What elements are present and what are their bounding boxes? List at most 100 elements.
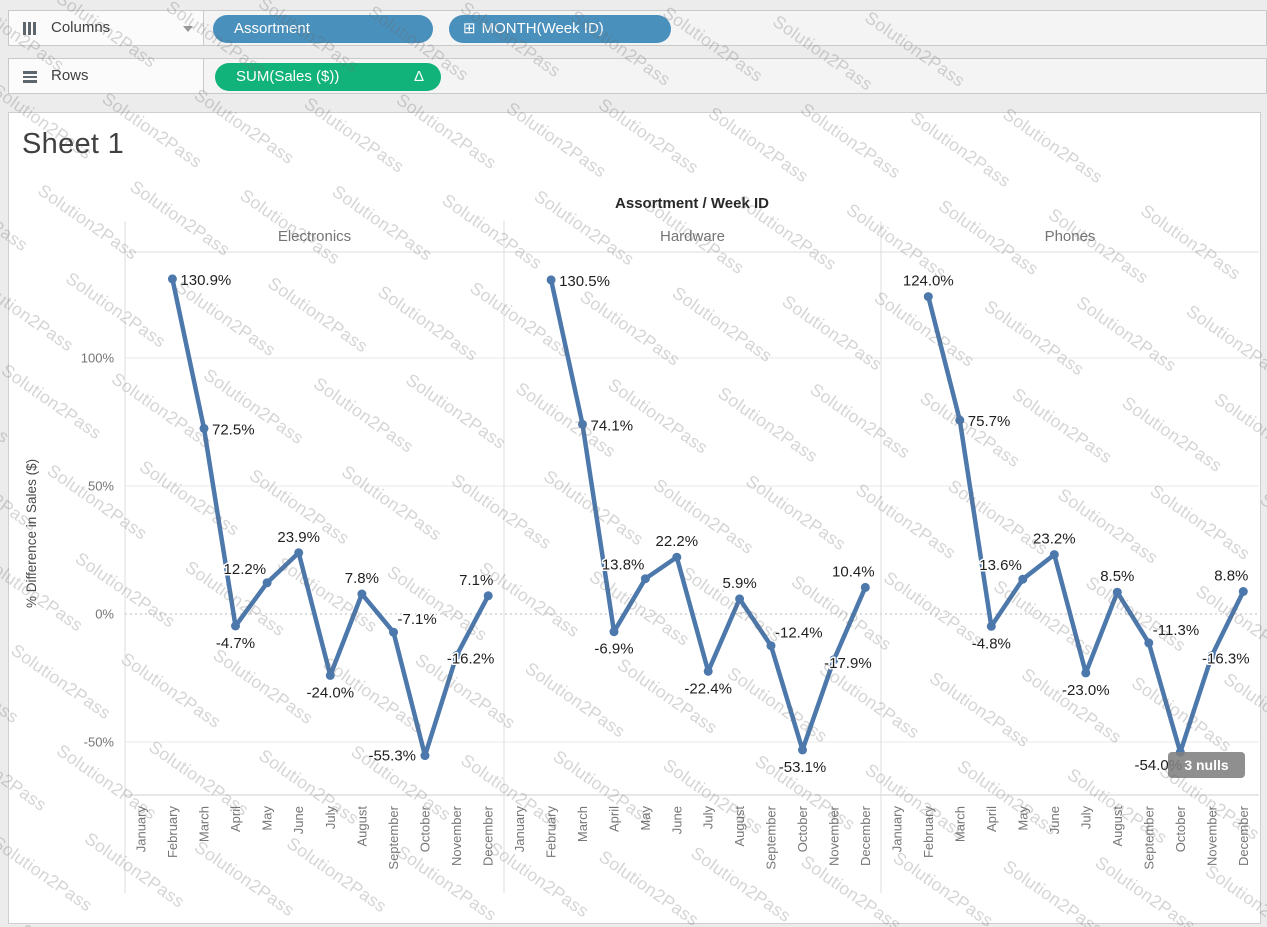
pill-sum-sales[interactable]: SUM(Sales ($)) Δ [215,63,441,91]
month-label: April [228,806,243,832]
rows-shelf-label: Rows [51,67,89,84]
month-label: October [795,805,810,852]
pill-month-week-id-label: MONTH(Week ID) [481,20,604,37]
data-point [578,419,587,429]
data-label: -55.3% [368,748,416,765]
data-point [483,591,493,601]
data-label: 23.9% [277,529,320,546]
data-label: -53.1% [779,759,827,776]
data-point [420,751,430,761]
data-label: -4.8% [972,635,1011,652]
data-point [766,641,776,651]
rows-icon [23,71,39,83]
data-label: -12.4% [775,625,823,642]
month-label: September [386,805,401,869]
month-label: July [323,806,338,830]
month-label: December [1236,805,1251,866]
columns-shelf-label-box[interactable]: Columns [9,11,204,45]
delta-quick-calc-icon: Δ [413,68,424,85]
data-point [231,621,240,631]
data-label: 7.8% [345,570,379,587]
month-label: September [1141,805,1156,869]
data-point [167,274,177,284]
data-label: -22.4% [684,680,732,697]
data-label: 5.9% [722,575,756,592]
month-label: December [858,805,873,866]
panel-header-hardware[interactable]: Hardware [659,228,726,245]
columns-shelf-label: Columns [51,19,111,36]
y-tick-label: 0% [95,607,114,622]
month-label: February [544,806,559,859]
month-label: May [638,806,653,831]
data-label: 8.8% [1214,568,1248,585]
month-label: December [481,805,496,866]
y-tick-label: -50% [84,735,115,750]
month-label: November [826,805,841,866]
data-point [1112,587,1122,597]
data-label: 12.2% [224,561,267,578]
panel-header-electronics[interactable]: Electronics [277,228,352,245]
month-label: August [732,806,747,847]
data-point [1049,550,1059,560]
data-label: 22.2% [656,533,699,550]
data-label: -24.0% [307,684,355,701]
data-point [546,275,556,285]
data-point [986,621,996,631]
y-tick-label: 50% [88,479,114,494]
pill-month-week-id[interactable]: ⊞ MONTH(Week ID) [449,15,671,43]
y-axis-title: % Difference in Sales ($) [24,458,39,608]
data-point [262,578,272,588]
data-point [1238,587,1248,596]
data-point [199,423,209,433]
expand-plus-box-icon[interactable]: ⊞ [463,20,476,37]
data-label: -23.0% [1062,682,1110,699]
data-label: 7.1% [459,572,493,589]
month-label: November [1204,805,1219,866]
data-label: 130.5% [559,273,610,290]
data-label: -7.1% [398,611,437,628]
data-point [609,627,619,637]
data-point [955,415,965,425]
chart-title: Assortment / Week ID [615,195,769,212]
columns-icon [23,22,39,35]
data-label: -16.3% [1202,651,1250,668]
null-indicator-badge[interactable]: 3 nulls [1168,752,1245,778]
data-label: -4.7% [216,635,255,652]
month-label: March [196,806,211,842]
data-point [294,548,304,558]
month-label: March [575,806,590,842]
month-label: September [764,805,779,869]
data-label: 74.1% [591,417,634,434]
month-label: April [606,806,621,832]
sheet-title: Sheet 1 [22,128,125,160]
month-label: February [921,806,936,859]
data-label: 13.8% [602,557,645,574]
data-label: -11.3% [1153,622,1199,639]
data-point [923,292,933,302]
pill-assortment-label: Assortment [234,20,310,37]
data-point [1207,651,1217,661]
data-label: 13.6% [979,557,1022,574]
data-point [860,582,870,592]
rows-shelf-label-box[interactable]: Rows [9,59,204,93]
data-point [357,589,367,599]
data-point [672,552,682,562]
month-label: January [512,806,527,853]
data-label: 72.5% [212,421,255,438]
data-point [798,745,807,755]
month-label: July [1078,806,1093,830]
panel-header-phones[interactable]: Phones [1044,228,1096,245]
data-point [640,574,650,584]
data-label: 10.4% [832,563,875,580]
dropdown-caret-icon[interactable] [183,26,193,32]
data-point [703,666,713,676]
pill-assortment[interactable]: Assortment [213,15,433,43]
month-label: June [1047,806,1062,834]
data-point [389,627,398,637]
data-label: 23.2% [1033,531,1076,548]
data-point [1081,668,1091,678]
data-point [452,651,462,660]
data-label: 130.9% [180,272,231,289]
data-point [1144,638,1154,648]
